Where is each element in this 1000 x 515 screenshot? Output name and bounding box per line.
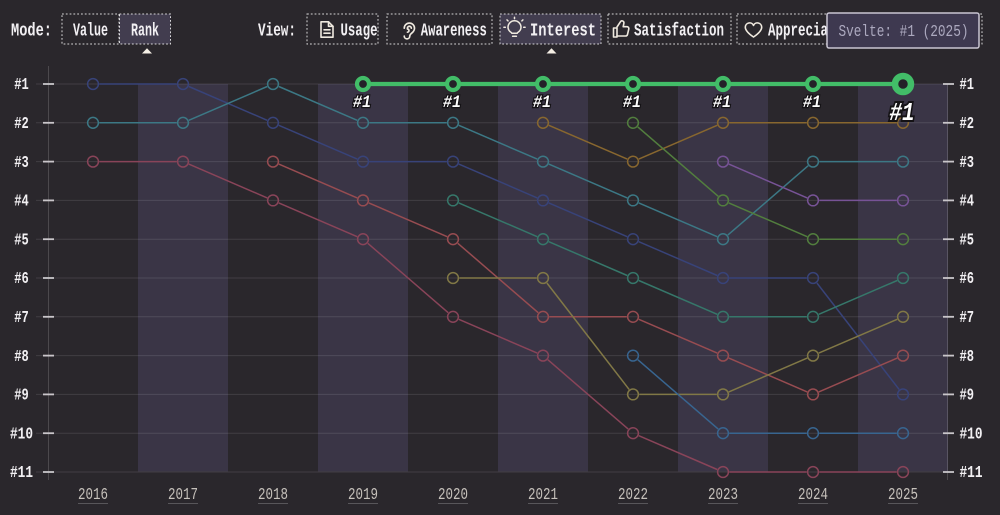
svg-text:2016: 2016: [78, 485, 108, 504]
svg-text:2022: 2022: [618, 485, 648, 504]
svg-text:#6: #6: [14, 269, 29, 288]
svg-text:2019: 2019: [348, 485, 378, 504]
svg-text:#1: #1: [803, 93, 821, 113]
svg-text:#1: #1: [960, 75, 975, 94]
svg-text:#5: #5: [960, 230, 975, 249]
svg-text:#9: #9: [960, 386, 975, 405]
svg-text:#9: #9: [14, 386, 29, 405]
svg-text:2023: 2023: [708, 485, 738, 504]
svg-text:#2: #2: [14, 114, 29, 133]
svg-text:#11: #11: [960, 463, 983, 482]
svg-text:#1: #1: [713, 93, 731, 113]
svg-text:#2: #2: [960, 114, 975, 133]
svg-text:#3: #3: [960, 153, 975, 172]
svg-text:#10: #10: [960, 424, 983, 443]
svg-text:2020: 2020: [438, 485, 468, 504]
svg-text:Interest: Interest: [530, 22, 596, 42]
svg-text:#7: #7: [14, 308, 29, 327]
svg-text:Awareness: Awareness: [421, 22, 487, 42]
svg-text:#4: #4: [960, 192, 975, 211]
svg-text:#1: #1: [623, 93, 641, 113]
svg-text:Value: Value: [73, 22, 108, 42]
svg-text:#8: #8: [960, 347, 975, 366]
svg-text:View:: View:: [258, 22, 296, 42]
svg-text:Usage: Usage: [341, 22, 378, 42]
svg-text:#6: #6: [960, 269, 975, 288]
svg-text:Rank: Rank: [131, 22, 159, 42]
svg-text:2024: 2024: [798, 485, 828, 504]
svg-text:Satisfaction: Satisfaction: [634, 22, 724, 42]
svg-text:#3: #3: [14, 153, 29, 172]
svg-text:#1: #1: [533, 93, 551, 113]
svg-text:2018: 2018: [258, 485, 288, 504]
svg-text:#8: #8: [14, 347, 29, 366]
svg-text:Mode:: Mode:: [11, 22, 52, 42]
svg-text:#1: #1: [890, 98, 915, 128]
svg-text:2017: 2017: [168, 485, 198, 504]
svg-text:2021: 2021: [528, 485, 558, 504]
svg-text:#1: #1: [353, 93, 371, 113]
svg-text:#10: #10: [10, 424, 33, 443]
svg-text:#1: #1: [443, 93, 461, 113]
svg-text:#11: #11: [10, 463, 33, 482]
svg-text:#4: #4: [14, 192, 29, 211]
svg-text:2025: 2025: [888, 485, 918, 504]
svg-text:#5: #5: [14, 230, 29, 249]
svg-text:#1: #1: [14, 75, 29, 94]
svg-text:Svelte: #1 (2025): Svelte: #1 (2025): [839, 22, 969, 41]
svg-text:#7: #7: [960, 308, 975, 327]
